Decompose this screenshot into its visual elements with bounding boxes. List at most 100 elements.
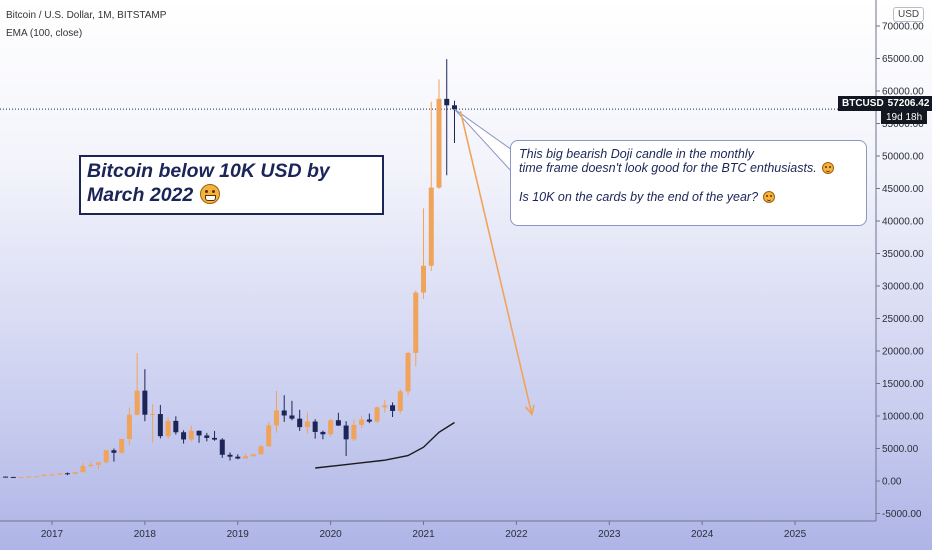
candle-body[interactable]	[335, 420, 341, 426]
candle-body[interactable]	[188, 430, 194, 440]
candle-body[interactable]	[227, 454, 233, 457]
currency-button[interactable]: USD	[893, 7, 925, 22]
candle-body[interactable]	[273, 410, 279, 426]
time-axis-label: 2022	[505, 529, 528, 540]
candle-body[interactable]	[204, 435, 210, 438]
candle-body[interactable]	[312, 421, 318, 432]
title-annotation[interactable]: Bitcoin below 10K USD by March 2022	[79, 155, 384, 215]
price-tag-symbol: BTCUSD	[842, 98, 884, 109]
bar-countdown: 19d 18h	[881, 111, 928, 124]
callout-pointer	[454, 108, 513, 174]
candle-body[interactable]	[297, 418, 303, 428]
candle-body[interactable]	[111, 450, 117, 453]
candle-body[interactable]	[258, 446, 264, 455]
price-axis-label: 15000.00	[882, 379, 924, 390]
price-axis-label: 65000.00	[882, 54, 924, 65]
candle-body[interactable]	[26, 476, 32, 478]
candle-body[interactable]	[212, 437, 218, 440]
candle-body[interactable]	[428, 187, 434, 266]
candle-body[interactable]	[235, 456, 241, 459]
price-axis-label: 55000.00	[882, 119, 924, 130]
candle-body[interactable]	[351, 424, 357, 440]
callout-annotation[interactable]: This big bearish Doji candle in the mont…	[510, 140, 867, 226]
candle-body[interactable]	[134, 390, 140, 415]
candle-body[interactable]	[142, 390, 148, 415]
candle-body[interactable]	[18, 477, 24, 479]
time-axis-label: 2024	[691, 529, 714, 540]
arrow-down-annotation	[524, 404, 535, 417]
candle-body[interactable]	[444, 98, 450, 106]
candle-body[interactable]	[304, 421, 310, 428]
price-tag-value: 57206.42	[887, 98, 930, 109]
candle-body[interactable]	[72, 472, 78, 474]
grinning-emoji-icon	[200, 184, 221, 204]
worried-emoji-icon	[821, 162, 834, 174]
candle-body[interactable]	[343, 425, 349, 440]
candle-body[interactable]	[157, 414, 163, 437]
time-axis-label: 2020	[320, 529, 343, 540]
callout-line-1: This big bearish Doji candle in the mont…	[519, 147, 754, 161]
indicator-label[interactable]: EMA (100, close)	[6, 28, 83, 39]
candle-body[interactable]	[173, 420, 179, 433]
candle-body[interactable]	[64, 473, 70, 475]
candle-body[interactable]	[382, 405, 388, 408]
price-axis-label: 60000.00	[882, 87, 924, 98]
projection-arrow-line[interactable]	[459, 111, 533, 415]
candle-body[interactable]	[95, 462, 101, 465]
candle-body[interactable]	[320, 431, 326, 435]
price-axis-label: 5000.00	[882, 444, 919, 455]
candle-body[interactable]	[413, 292, 419, 353]
candle-body[interactable]	[219, 439, 225, 455]
candle-body[interactable]	[421, 265, 427, 293]
candle-body[interactable]	[397, 391, 403, 411]
price-axis-label: 50000.00	[882, 152, 924, 163]
ema-line[interactable]	[315, 421, 455, 469]
time-axis-label: 2018	[134, 529, 157, 540]
candle-body[interactable]	[49, 474, 55, 476]
title-annotation-text: Bitcoin below 10K USD by March 2022	[87, 160, 330, 206]
candle-body[interactable]	[196, 430, 202, 436]
candle-body[interactable]	[281, 410, 287, 416]
candle-body[interactable]	[88, 464, 94, 467]
candle-body[interactable]	[289, 415, 295, 419]
price-axis-label: 20000.00	[882, 347, 924, 358]
candle-body[interactable]	[181, 432, 187, 440]
smirk-emoji-icon	[763, 191, 776, 203]
price-axis-label: 70000.00	[882, 22, 924, 33]
candle-body[interactable]	[451, 105, 457, 110]
candle-body[interactable]	[150, 414, 156, 416]
candle-body[interactable]	[41, 474, 47, 477]
time-axis-label: 2023	[598, 529, 621, 540]
candle-body[interactable]	[266, 425, 272, 447]
candle-body[interactable]	[374, 407, 380, 422]
candle-body[interactable]	[3, 476, 9, 478]
callout-line-3: Is 10K on the cards by the end of the ye…	[519, 190, 759, 204]
candle-body[interactable]	[328, 420, 334, 435]
candle-body[interactable]	[359, 419, 365, 425]
candle-body[interactable]	[10, 476, 16, 478]
price-axis-label: 30000.00	[882, 282, 924, 293]
symbol-info-label: Bitcoin / U.S. Dollar, 1M, BITSTAMP	[6, 10, 167, 21]
callout-line-2: time frame doesn't look good for the BTC…	[519, 161, 817, 175]
price-axis-label: -5000.00	[882, 509, 922, 520]
candle-body[interactable]	[436, 98, 442, 188]
candle-body[interactable]	[34, 476, 40, 478]
price-axis-label: 10000.00	[882, 412, 924, 423]
price-axis-label: 45000.00	[882, 184, 924, 195]
price-axis-label: 40000.00	[882, 217, 924, 228]
candle-body[interactable]	[57, 473, 63, 475]
candle-body[interactable]	[80, 466, 86, 473]
candle-body[interactable]	[390, 405, 396, 411]
candle-body[interactable]	[405, 352, 411, 392]
candle-body[interactable]	[119, 438, 125, 453]
candle-body[interactable]	[250, 454, 256, 457]
candle-body[interactable]	[366, 419, 372, 422]
candle-body[interactable]	[103, 450, 109, 463]
last-price-tag: BTCUSD 57206.42	[838, 96, 932, 111]
candle-body[interactable]	[165, 420, 171, 437]
candle-body[interactable]	[243, 456, 248, 459]
time-axis-label: 2019	[227, 529, 250, 540]
candle-body[interactable]	[126, 414, 132, 439]
